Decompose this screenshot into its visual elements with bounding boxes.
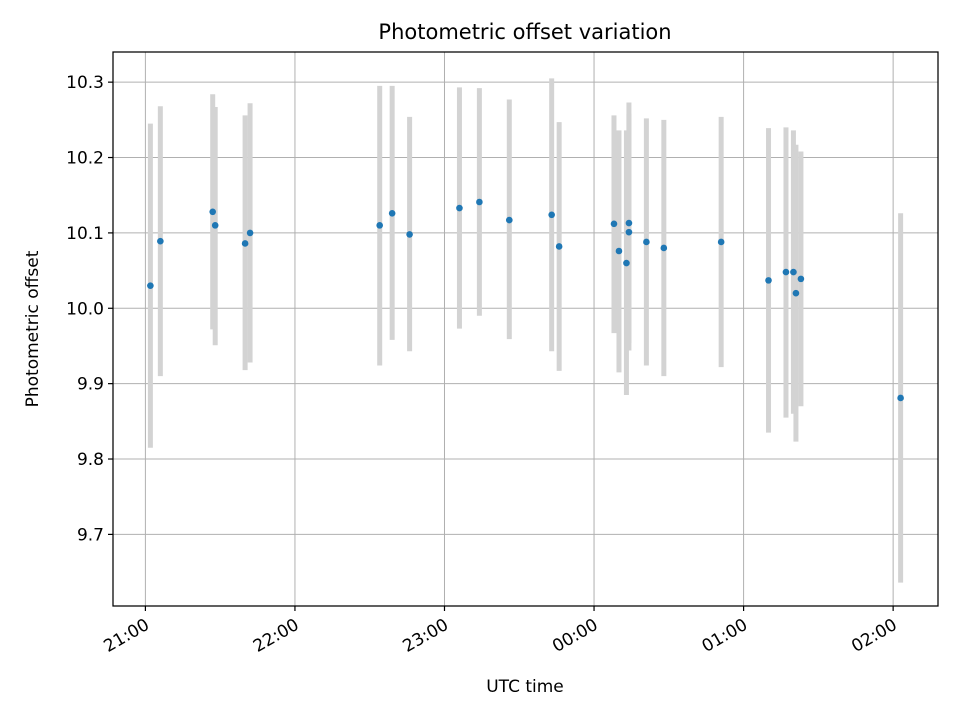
y-tick-label: 10.2 bbox=[66, 149, 104, 169]
data-point bbox=[209, 208, 216, 216]
data-point bbox=[610, 220, 618, 228]
grid bbox=[113, 52, 938, 606]
data-point bbox=[548, 211, 555, 219]
y-tick-label: 9.9 bbox=[77, 375, 104, 395]
data-point bbox=[241, 240, 249, 247]
data-point bbox=[660, 244, 668, 252]
y-axis-label: Photometric offset bbox=[23, 250, 43, 407]
data-point bbox=[246, 229, 254, 237]
x-axis-ticks: 21:00 22:00 23:00 00:00 01:00 02:00 bbox=[100, 606, 901, 657]
y-tick-label: 9.7 bbox=[77, 525, 104, 545]
data-points bbox=[147, 198, 904, 402]
y-axis-ticks: 9.7 9.8 9.9 10.0 10.1 10.2 10.3 bbox=[66, 73, 113, 545]
y-tick-label: 10.0 bbox=[66, 299, 104, 319]
data-point bbox=[388, 210, 396, 217]
data-point bbox=[555, 243, 563, 250]
data-point bbox=[505, 216, 513, 224]
data-point bbox=[765, 277, 772, 284]
data-point bbox=[623, 259, 630, 267]
data-point bbox=[797, 275, 805, 283]
y-tick-label: 10.1 bbox=[66, 224, 104, 244]
x-tick-label: 02:00 bbox=[848, 615, 900, 657]
data-point bbox=[157, 237, 164, 245]
data-point bbox=[615, 247, 623, 255]
data-point bbox=[792, 289, 800, 297]
data-point bbox=[643, 238, 650, 246]
data-point bbox=[782, 268, 790, 276]
data-point bbox=[476, 198, 483, 206]
y-tick-label: 10.3 bbox=[66, 73, 104, 93]
data-point bbox=[625, 219, 633, 227]
data-point bbox=[456, 204, 463, 212]
data-point bbox=[625, 228, 633, 236]
x-tick-label: 22:00 bbox=[250, 615, 302, 657]
plot-frame bbox=[112, 51, 939, 607]
data-point bbox=[790, 268, 797, 276]
data-point bbox=[406, 231, 413, 238]
data-point bbox=[376, 222, 383, 229]
x-axis-label: UTC time bbox=[486, 677, 564, 697]
data-point bbox=[211, 222, 219, 229]
x-tick-label: 21:00 bbox=[100, 615, 152, 657]
error-bars bbox=[147, 78, 904, 583]
data-point bbox=[717, 238, 725, 246]
y-tick-label: 9.8 bbox=[77, 450, 104, 470]
data-point bbox=[147, 282, 154, 289]
x-tick-label: 01:00 bbox=[699, 615, 751, 657]
x-tick-label: 23:00 bbox=[400, 615, 452, 657]
data-point bbox=[897, 394, 904, 402]
x-tick-label: 00:00 bbox=[549, 615, 601, 657]
chart-title: Photometric offset variation bbox=[378, 20, 671, 44]
